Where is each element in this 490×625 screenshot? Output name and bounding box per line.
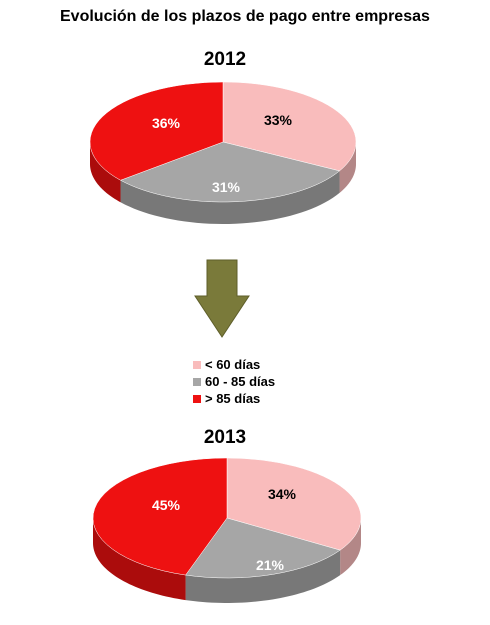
- legend-label-60-85: 60 - 85 días: [205, 374, 276, 389]
- pie-slice-side-2: [90, 142, 121, 203]
- chart-main-title: Evolución de los plazos de pago entre em…: [60, 8, 430, 25]
- legend: < 60 días 60 - 85 días > 85 días: [193, 356, 275, 407]
- pie-data-label-0: 33%: [264, 112, 293, 128]
- pie-slice-0: [222, 81, 357, 172]
- legend-item-60-85: 60 - 85 días: [193, 373, 275, 390]
- pie-data-label-1: 21%: [256, 557, 285, 573]
- legend-label-gt85: > 85 días: [205, 391, 261, 406]
- legend-item-lt60: < 60 días: [193, 356, 275, 373]
- down-arrow-icon: [194, 259, 250, 338]
- pie-slice-1: [185, 517, 341, 579]
- pie-slice-1: [119, 141, 341, 203]
- pie-data-label-2: 36%: [152, 115, 181, 131]
- legend-item-gt85: > 85 días: [193, 390, 275, 407]
- pie-data-label-2: 45%: [152, 497, 181, 513]
- pie-chart-2013: 34% 21% 45%: [92, 457, 362, 603]
- pie-2012-title: 2012: [203, 49, 247, 70]
- pie-slice-2: [89, 81, 224, 181]
- legend-swatch-gt85: [193, 394, 201, 403]
- legend-label-lt60: < 60 días: [205, 357, 261, 372]
- pie-side-walls: [93, 518, 361, 603]
- pie-slice-side-0: [339, 142, 356, 193]
- pie-slice-side-1: [185, 550, 341, 603]
- pie-side-walls: [90, 142, 356, 224]
- legend-swatch-lt60: [193, 360, 201, 369]
- pie-data-label-0: 34%: [268, 486, 297, 502]
- pie-slice-0: [226, 457, 362, 551]
- legend-swatch-60-85: [193, 377, 201, 386]
- pie-chart-2012: 33% 31% 36%: [89, 81, 357, 224]
- pie-slice-side-0: [340, 518, 361, 576]
- pie-slice-side-1: [120, 170, 340, 224]
- pie-data-label-1: 31%: [212, 179, 241, 195]
- pie-slice-side-2: [93, 518, 186, 601]
- pie-slice-2: [92, 457, 228, 576]
- pie-2013-title: 2013: [203, 427, 247, 448]
